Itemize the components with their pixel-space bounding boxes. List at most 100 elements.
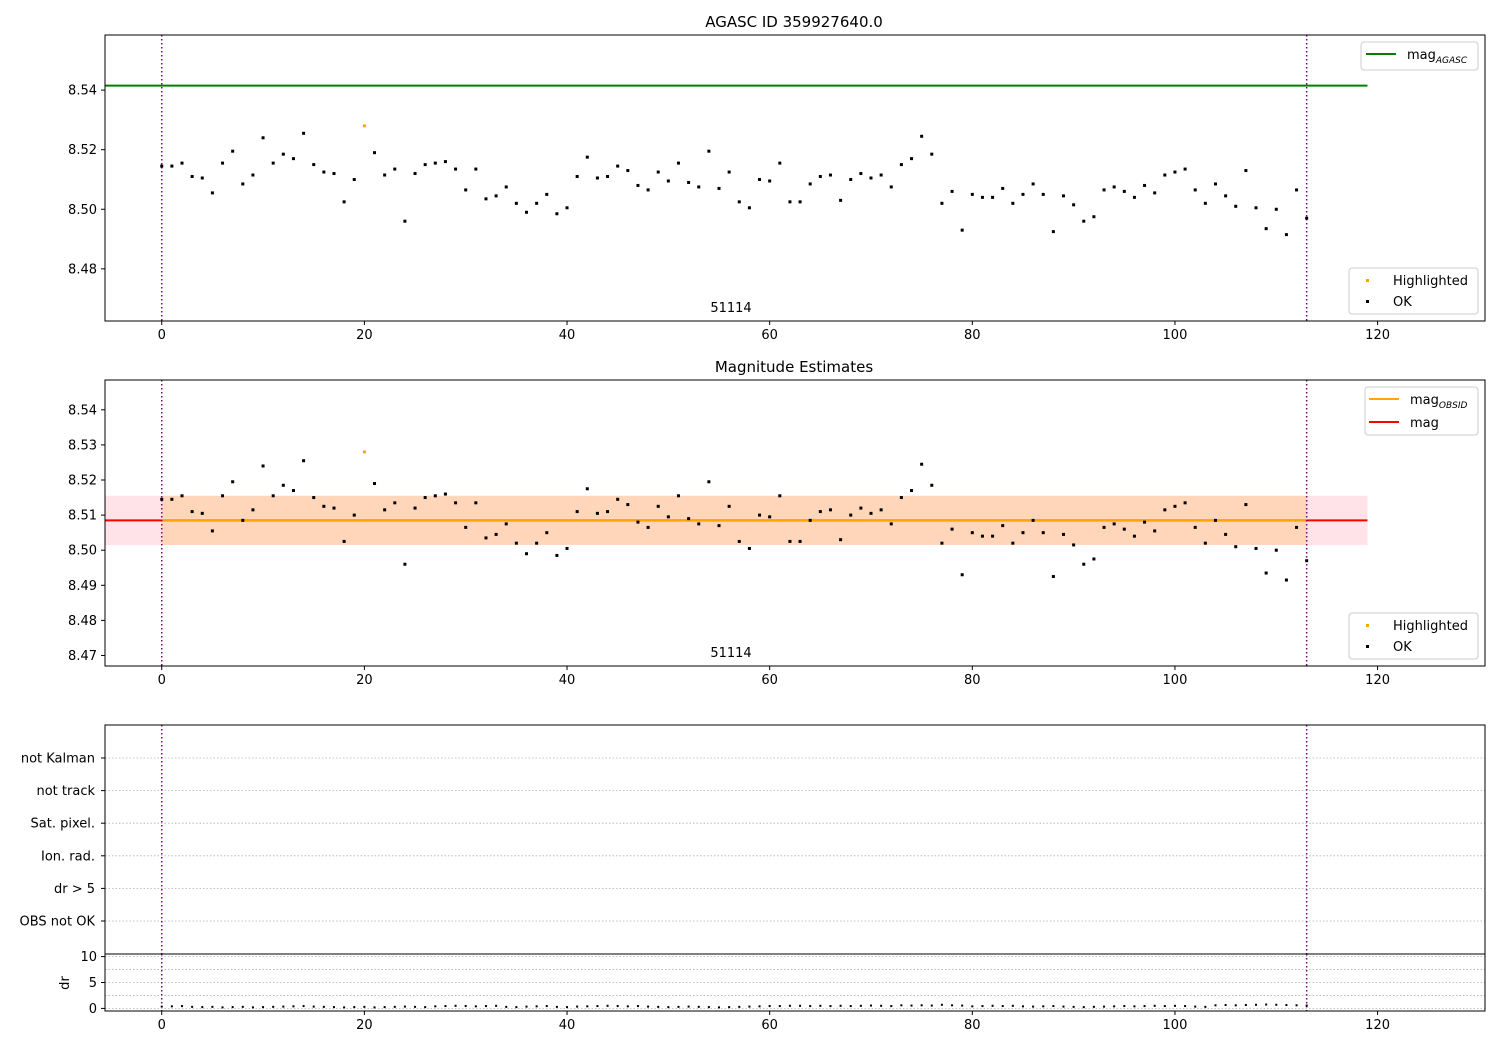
ok-point <box>1264 227 1268 231</box>
ok-point <box>474 501 478 505</box>
ok-point <box>778 161 782 165</box>
y-tick-label: 8.54 <box>68 84 97 99</box>
ok-point <box>1254 546 1258 550</box>
ok-point <box>454 167 458 171</box>
ok-point <box>808 182 812 186</box>
ok-point <box>464 188 468 192</box>
dr-point <box>1275 1003 1278 1006</box>
ok-point <box>768 179 772 183</box>
x-tick-label: 0 <box>158 328 166 343</box>
ok-point <box>221 494 225 498</box>
ok-legend-label: OK <box>1393 295 1412 310</box>
flag-label: not Kalman <box>21 752 95 767</box>
x-tick-label: 0 <box>158 1018 166 1033</box>
ok-point <box>373 482 377 486</box>
ok-point <box>1213 518 1217 522</box>
ok-point <box>535 201 539 205</box>
ok-point <box>251 173 255 177</box>
ok-legend-label: OK <box>1393 640 1412 655</box>
ok-point <box>545 192 549 196</box>
ok-point <box>879 508 883 512</box>
ok-point <box>261 136 265 140</box>
ok-point <box>241 518 245 522</box>
x-tick-label: 120 <box>1365 673 1390 688</box>
ok-point <box>687 517 691 521</box>
y-tick-label: 8.48 <box>68 262 97 277</box>
ok-point <box>1062 194 1066 198</box>
ok-point <box>1244 503 1248 507</box>
x-tick-label: 20 <box>356 328 373 343</box>
agasc-magnitude-panel: AGASC ID 359927640.0 0 20 40 60 80 100 120 8.48… <box>68 13 1486 343</box>
ok-point <box>991 534 995 538</box>
ok-point <box>352 513 356 517</box>
dr-point <box>373 1006 376 1009</box>
ok-point <box>1264 571 1268 575</box>
dr-point <box>393 1005 396 1008</box>
dr-point <box>1214 1004 1217 1007</box>
ok-point <box>737 539 741 543</box>
dr-point <box>474 1005 477 1008</box>
ok-point <box>271 494 275 498</box>
ok-point <box>1102 525 1106 529</box>
ok-point <box>930 483 934 487</box>
ok-point <box>970 192 974 196</box>
dr-point <box>1082 1006 1085 1009</box>
ok-point <box>1295 525 1299 529</box>
dr-point <box>262 1006 265 1009</box>
ok-point <box>859 172 863 176</box>
dr-point <box>1001 1005 1004 1008</box>
ok-point <box>545 531 549 535</box>
panel2-title: Magnitude Estimates <box>715 358 873 376</box>
dr-point <box>981 1005 984 1008</box>
ok-point <box>565 206 569 210</box>
dr-point <box>677 1005 680 1008</box>
ok-point <box>291 157 295 161</box>
dr-point <box>444 1005 447 1008</box>
dr-point <box>302 1005 305 1008</box>
dr-point <box>718 1006 721 1009</box>
ok-legend-marker <box>1366 645 1369 648</box>
dr-point <box>545 1005 548 1008</box>
panel1-line-legend: magAGASC <box>1360 41 1479 71</box>
ok-point <box>828 508 832 512</box>
ok-point <box>646 525 650 529</box>
dr-point <box>1244 1004 1247 1007</box>
dr-point <box>1021 1005 1024 1008</box>
ok-point <box>474 167 478 171</box>
ok-point <box>1163 508 1167 512</box>
dr-point <box>555 1005 558 1008</box>
x-tick-label: 60 <box>761 328 778 343</box>
dr-point <box>566 1006 569 1009</box>
dr-point <box>1285 1004 1288 1007</box>
ok-point <box>1153 529 1157 533</box>
ok-point <box>524 552 528 556</box>
ok-point <box>626 503 630 507</box>
dr-point <box>778 1005 781 1008</box>
y-tick-label: 10 <box>80 950 97 965</box>
ok-point <box>879 173 883 177</box>
ok-point <box>626 169 630 173</box>
panel2-frame <box>104 379 1486 667</box>
panel1-title: AGASC ID 359927640.0 <box>705 13 883 31</box>
ok-point <box>1132 534 1136 538</box>
ok-point <box>758 177 762 181</box>
ok-point <box>241 182 245 186</box>
ok-point <box>413 172 417 176</box>
ok-point <box>910 157 914 161</box>
ok-point <box>1092 557 1096 561</box>
ok-point <box>808 518 812 522</box>
ok-point <box>910 489 914 493</box>
ok-point <box>1274 548 1278 552</box>
ok-point <box>899 163 903 167</box>
dr-point <box>1265 1003 1268 1006</box>
ok-point <box>312 163 316 167</box>
dr-point <box>738 1005 741 1008</box>
highlighted-legend-label: Highlighted <box>1393 274 1468 289</box>
ok-point <box>200 511 204 515</box>
dr-point <box>930 1004 933 1007</box>
ok-point <box>291 489 295 493</box>
ok-point <box>1092 215 1096 219</box>
mag-obsid-legend-label: magOBSID <box>1410 393 1468 411</box>
ok-point <box>1203 541 1207 545</box>
ok-point <box>1041 192 1045 196</box>
